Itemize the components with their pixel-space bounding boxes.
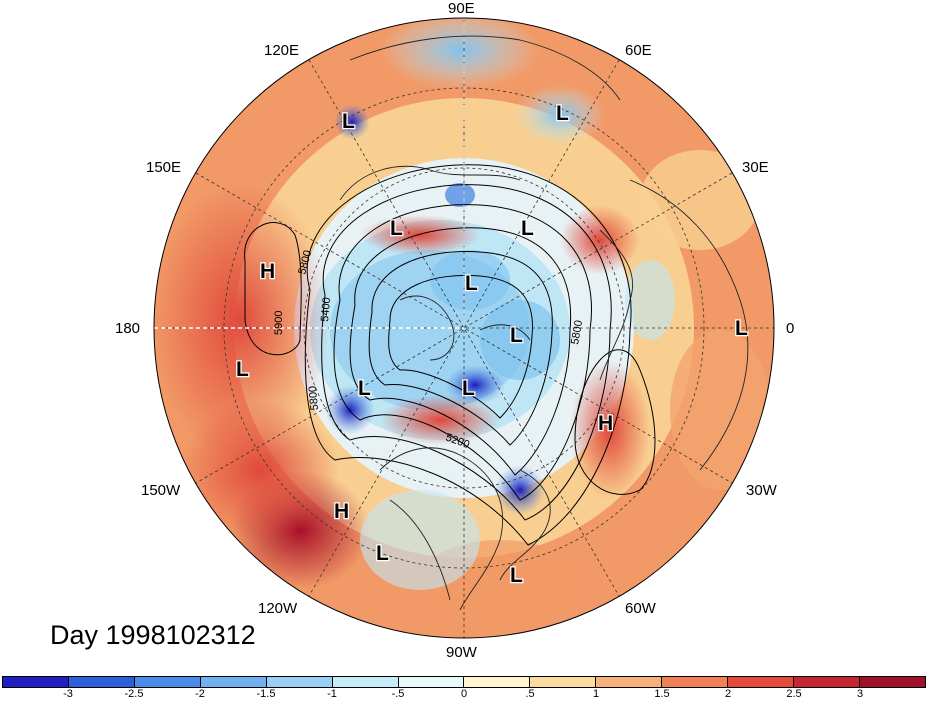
contour-label: 5900 (273, 311, 285, 335)
colorbar-tick-label: 1 (592, 688, 600, 700)
lon-label-30e: 30E (742, 159, 769, 176)
colorbar-swatch (3, 677, 69, 687)
colorbar-ticks: -3 -2.5 -2 -1.5 -1 -.5 0 .5 1 1.5 2 2.5 3 (2, 688, 926, 702)
contour-label-group: 5800 5400 5900 5800 5200 5800 (273, 249, 585, 451)
low-pressure-label: L (465, 272, 478, 295)
lon-label-60e: 60E (625, 42, 652, 59)
colorbar-tick-label: -.5 (391, 688, 405, 700)
anomaly-field (154, 18, 774, 638)
colorbar-swatch (859, 677, 925, 687)
colorbar-tick-label: -1 (327, 688, 337, 700)
coastlines (339, 35, 749, 611)
colorbar-tick-label: 0 (460, 688, 468, 700)
low-pressure-label: L (556, 102, 569, 125)
colorbar-tick-label: 2.5 (786, 688, 802, 700)
high-pressure-label: H (334, 500, 349, 523)
colorbar-tick-label: 1.5 (654, 688, 670, 700)
lon-label-150e: 150E (146, 159, 182, 176)
colorbar-swatch (398, 677, 465, 687)
lon-label-120e: 120E (264, 42, 300, 59)
low-pressure-label: L (510, 324, 523, 347)
colorbar-tick-label: -2.5 (124, 688, 144, 700)
colorbar-swatch (464, 677, 531, 687)
colorbar-swatch (530, 677, 597, 687)
colorbar-tick-label: -2 (195, 688, 205, 700)
colorbar-swatch (200, 677, 267, 687)
contour-label: 5400 (319, 297, 333, 322)
low-pressure-label: L (390, 217, 403, 240)
low-pressure-label: L (236, 358, 249, 381)
high-pressure-label: H (260, 260, 275, 283)
lon-label-30w: 30W (746, 482, 777, 499)
colorbar-swatch (794, 677, 860, 687)
colorbar-swatch (728, 677, 795, 687)
date-title: Day 1998102312 (50, 620, 256, 650)
colorbar-swatch (332, 677, 399, 687)
map-border (153, 17, 775, 639)
low-pressure-label: L (376, 542, 389, 565)
lon-label-0: 0 (786, 320, 795, 337)
low-pressure-label: L (358, 377, 371, 400)
lon-label-60w: 60W (625, 600, 656, 617)
low-pressure-label: L (735, 317, 748, 340)
colorbar-tick-label: 2 (724, 688, 732, 700)
colorbar-swatch (134, 677, 201, 687)
colorbar-swatch (68, 677, 135, 687)
contour-label: 5800 (307, 385, 321, 410)
low-pressure-label: L (510, 564, 523, 587)
colorbar-swatch (266, 677, 333, 687)
high-pressure-label: H (598, 412, 613, 435)
contour-label: 5800 (569, 319, 585, 345)
low-pressure-label: L (462, 377, 475, 400)
lon-label-90w: 90W (446, 644, 477, 661)
colorbar-tick-label: .5 (525, 688, 535, 700)
colorbar (2, 676, 926, 688)
lon-label-120w: 120W (258, 600, 298, 617)
low-pressure-label: L (521, 217, 534, 240)
colorbar-tick-label: 3 (856, 688, 864, 700)
colorbar-swatch (662, 677, 729, 687)
lon-label-150w: 150W (141, 482, 181, 499)
pressure-system-labels: L L L L L L L L L L L L H H H (235, 101, 750, 589)
low-pressure-label: L (342, 110, 355, 133)
lon-label-90e: 90E (448, 0, 475, 17)
colorbar-tick-label: -1.5 (256, 688, 276, 700)
colorbar-tick-label: -3 (63, 688, 73, 700)
colorbar-swatch (596, 677, 663, 687)
lon-label-180: 180 (115, 320, 141, 337)
